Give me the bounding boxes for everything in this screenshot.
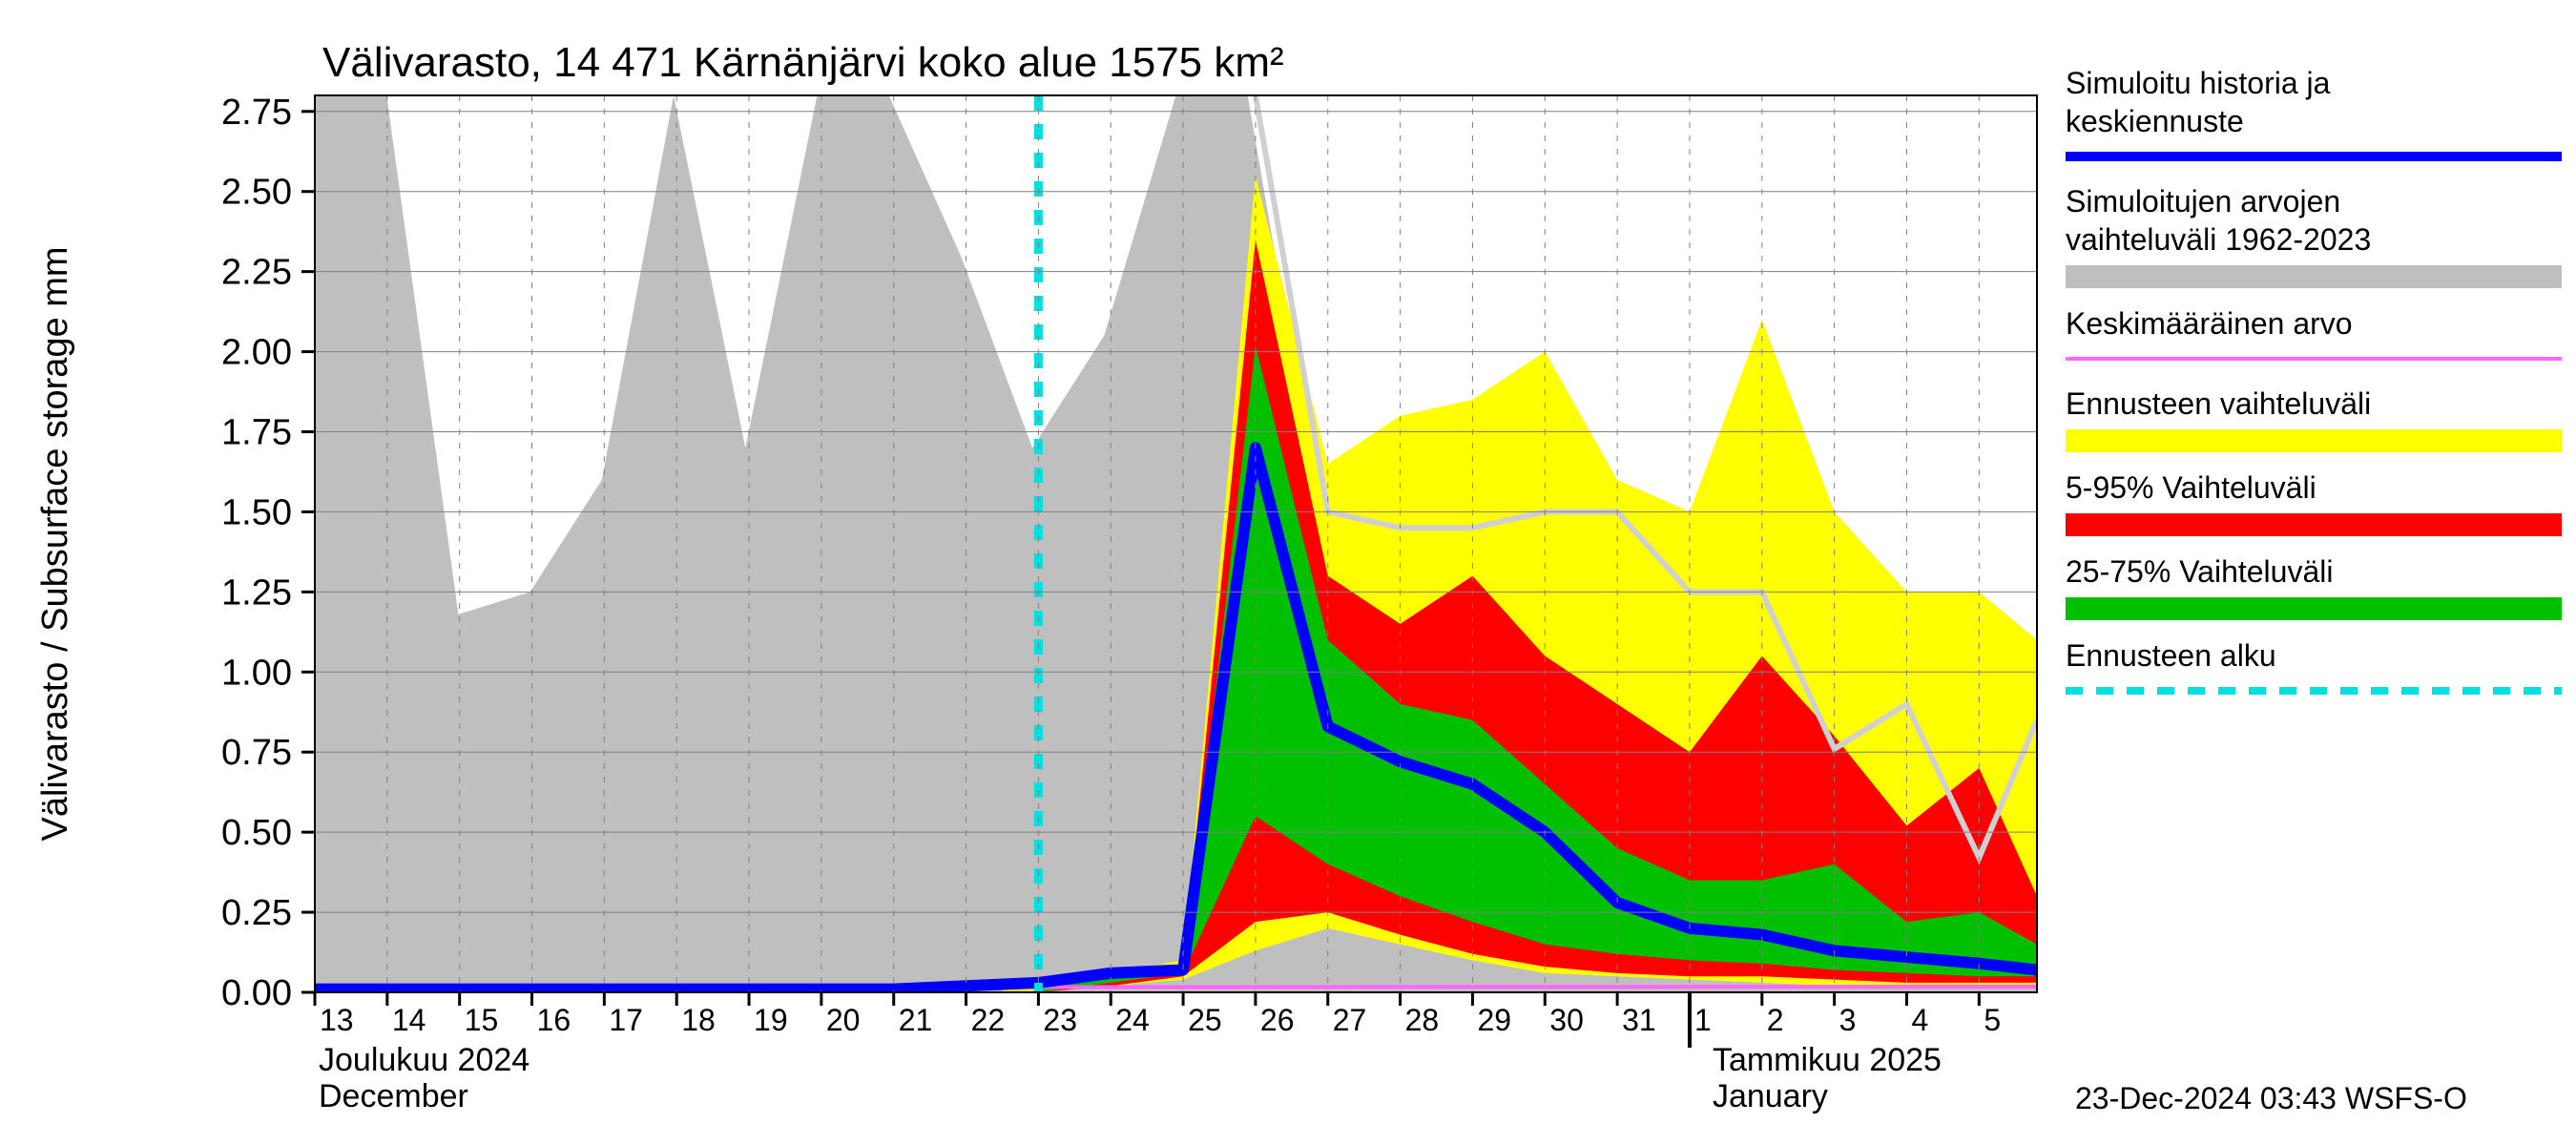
legend-label: Ennusteen alku [2066,638,2276,673]
x-tick-label: 24 [1115,1003,1150,1037]
y-axis-label: Välivarasto / Subsurface storage mm [35,246,75,841]
x-tick-label: 21 [899,1003,933,1037]
chart-title: Välivarasto, 14 471 Kärnänjärvi koko alu… [322,39,1284,86]
month-label-right-top: Tammikuu 2025 [1713,1042,1942,1078]
x-tick-label: 26 [1260,1003,1295,1037]
x-tick-label: 20 [826,1003,861,1037]
legend-label: 5-95% Vaihteluväli [2066,470,2316,505]
y-tick-label: 2.75 [221,93,292,133]
legend-label: Simuloitu historia ja [2066,66,2331,100]
y-tick-label: 2.50 [221,173,292,213]
x-tick-label: 28 [1405,1003,1440,1037]
legend-label: 25-75% Vaihteluväli [2066,554,2333,589]
x-tick-label: 1 [1694,1003,1712,1037]
x-tick-label: 15 [465,1003,499,1037]
x-tick-label: 22 [971,1003,1006,1037]
chart-footer: 23-Dec-2024 03:43 WSFS-O [2075,1081,2467,1115]
y-tick-label: 0.00 [221,973,292,1013]
legend-label: keskiennuste [2066,104,2244,138]
x-tick-label: 5 [1984,1003,2001,1037]
x-tick-label: 17 [609,1003,643,1037]
y-tick-label: 0.50 [221,813,292,853]
legend-label: Keskimääräinen arvo [2066,306,2353,341]
y-tick-label: 1.00 [221,653,292,693]
x-tick-label: 3 [1839,1003,1857,1037]
x-tick-label: 4 [1911,1003,1928,1037]
x-tick-label: 19 [754,1003,788,1037]
x-tick-label: 16 [537,1003,571,1037]
legend-label: Ennusteen vaihteluväli [2066,386,2371,421]
month-label-left-top: Joulukuu 2024 [319,1042,530,1078]
x-tick-label: 18 [681,1003,716,1037]
x-tick-label: 30 [1549,1003,1584,1037]
legend-swatch [2066,429,2562,452]
month-label-left-bottom: December [319,1078,468,1114]
y-tick-label: 0.25 [221,893,292,933]
y-tick-label: 2.00 [221,333,292,373]
x-tick-label: 14 [392,1003,426,1037]
chart-container: 0.00 0.25 0.50 0.75 1.00 1.25 1.50 1.75 2.00 2.25… [0,0,2576,1145]
x-tick-label: 31 [1622,1003,1656,1037]
x-tick-label: 2 [1767,1003,1784,1037]
month-label-right-bottom: January [1713,1078,1828,1114]
y-tick-label: 1.25 [221,572,292,613]
y-tick-label: 1.75 [221,413,292,453]
y-tick-label: 1.50 [221,492,292,532]
legend-label: vaihteluväli 1962-2023 [2066,222,2371,257]
x-tick-label: 13 [320,1003,354,1037]
forecast-chart: 0.00 0.25 0.50 0.75 1.00 1.25 1.50 1.75 2.00 2.25… [0,0,2576,1145]
y-tick-label: 2.25 [221,253,292,293]
legend-swatch [2066,265,2562,288]
y-tick-label: 0.75 [221,733,292,773]
legend-label: Simuloitujen arvojen [2066,184,2340,219]
x-tick-label: 23 [1043,1003,1077,1037]
legend-swatch [2066,597,2562,620]
x-tick-label: 29 [1477,1003,1511,1037]
x-tick-label: 27 [1333,1003,1367,1037]
legend-swatch [2066,513,2562,536]
x-tick-label: 25 [1188,1003,1222,1037]
